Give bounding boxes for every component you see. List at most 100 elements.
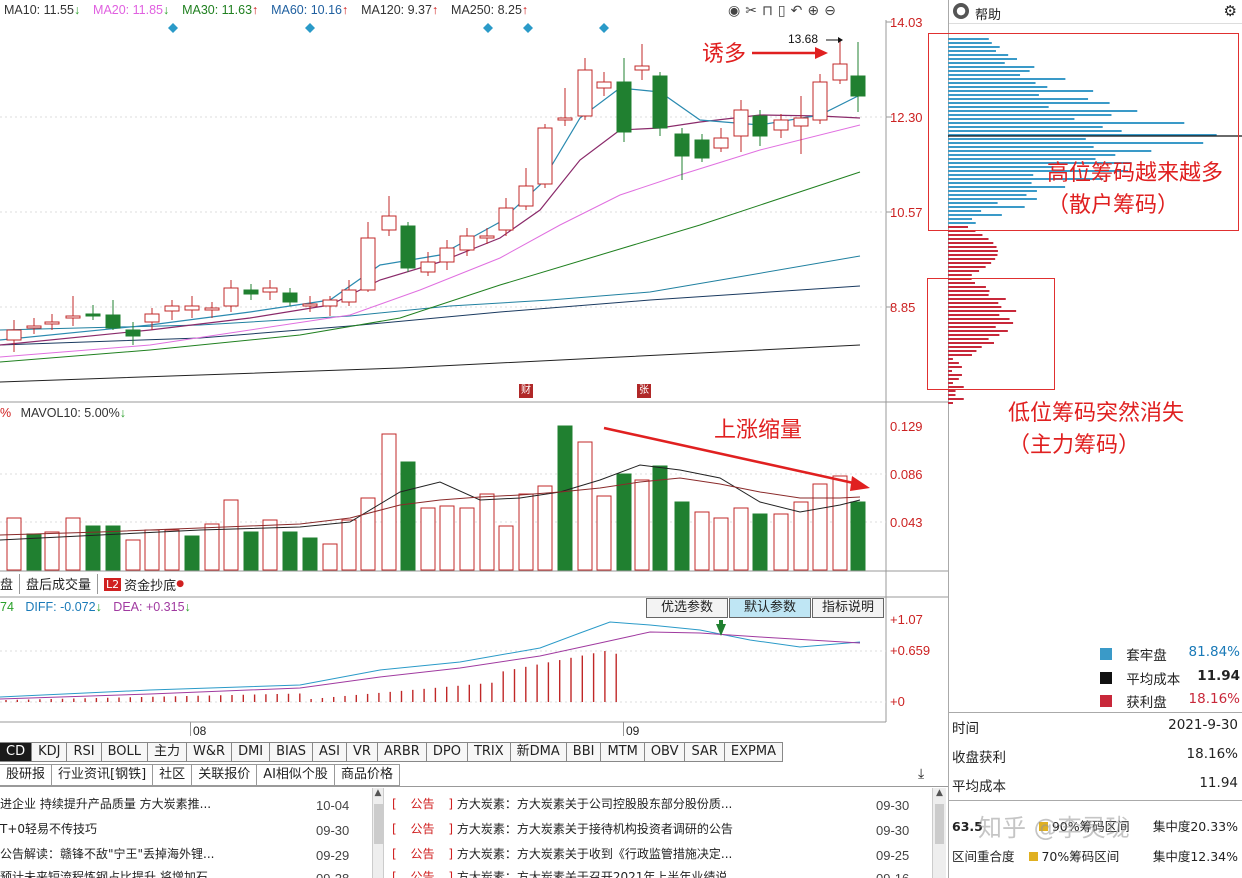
- news-item[interactable]: 进企业 持续提升产品质量 方大炭素推...: [0, 797, 212, 811]
- legend-avg-cost: 平均成本 11.94: [1100, 668, 1240, 688]
- tab-boll[interactable]: BOLL: [101, 742, 149, 762]
- ma-value: MA250: 8.25↑: [451, 3, 529, 17]
- volume-bar: [812, 483, 828, 571]
- volume-bar: [713, 517, 729, 571]
- news-scrollbar[interactable]: ▲: [372, 788, 384, 878]
- annotation-volume-shrink: 上涨缩量: [714, 418, 803, 443]
- finance-marker[interactable]: 财: [519, 384, 533, 398]
- info-chip-range-70: 区间重合度 70%筹码区间 集中度12.34%: [952, 849, 1238, 864]
- tab-community[interactable]: 社区: [153, 764, 193, 786]
- volume-bar: [694, 511, 710, 571]
- tab-wr[interactable]: W&R: [187, 742, 233, 762]
- chip-bar: [948, 374, 962, 376]
- high-price-label: 13.68: [788, 32, 819, 46]
- news-item[interactable]: T+0轻易不传技巧: [0, 822, 98, 836]
- chip-bar: [948, 290, 990, 292]
- tab-related-quotes[interactable]: 关联报价: [192, 764, 258, 786]
- chip-bar: [948, 98, 1089, 100]
- volume-bar: [832, 475, 848, 571]
- chip-bar: [948, 366, 962, 368]
- news-scrollbar-right[interactable]: ▲: [932, 788, 946, 878]
- tab-dmi[interactable]: DMI: [232, 742, 271, 762]
- help-icon[interactable]: ●: [953, 3, 969, 19]
- candle-body: [652, 75, 668, 129]
- chip-bar: [948, 402, 953, 404]
- chip-bar: [948, 114, 1112, 116]
- tab-industry-news[interactable]: 行业资讯[钢铁]: [52, 764, 154, 786]
- default-params-button[interactable]: 默认参数: [729, 598, 811, 618]
- tab-bias[interactable]: BIAS: [270, 742, 314, 762]
- chip-bar: [948, 370, 953, 372]
- announcement-item[interactable]: [ 公告 ] 方大炭素：方大炭素关于召开2021年上半年业绩说...: [392, 870, 739, 878]
- chip-bar: [948, 198, 1037, 200]
- volume-bar: [282, 531, 298, 571]
- sub-tab[interactable]: 盘后成交量: [20, 574, 99, 594]
- chip-bar: [948, 138, 1086, 140]
- gear-icon[interactable]: ⚙: [1223, 2, 1237, 20]
- volume-bar: [262, 519, 278, 571]
- price-axis-label: 14.03: [890, 15, 923, 30]
- tab-arbr[interactable]: ARBR: [377, 742, 427, 762]
- volume-bar: [537, 485, 553, 571]
- download-icon[interactable]: ⤓: [918, 766, 925, 782]
- candle-body: [204, 307, 220, 311]
- rise-marker[interactable]: 张: [637, 384, 651, 398]
- eye-icon[interactable]: ◉: [728, 3, 741, 19]
- chip-bar: [948, 342, 994, 344]
- annotation-low-chips: 低位筹码突然消失（主力筹码）: [1008, 401, 1185, 458]
- candle-body: [713, 137, 729, 149]
- tab-trix[interactable]: TRIX: [467, 742, 511, 762]
- candle-body: [479, 235, 495, 239]
- indicator-help-button[interactable]: 指标说明: [812, 598, 884, 618]
- chip-bar: [948, 294, 989, 296]
- tab-bbi[interactable]: BBI: [566, 742, 602, 762]
- tab-mtm[interactable]: MTM: [601, 742, 645, 762]
- tab-rsi[interactable]: RSI: [67, 742, 102, 762]
- tab-asi[interactable]: ASI: [313, 742, 348, 762]
- tab-research[interactable]: 股研报: [0, 764, 53, 786]
- news-item[interactable]: 预计未来短流程炼钢占比提升 将增加石...: [0, 870, 220, 878]
- tab-sar[interactable]: SAR: [685, 742, 725, 762]
- kline-chart[interactable]: [0, 0, 948, 742]
- save-icon[interactable]: ▯: [777, 3, 786, 19]
- tab-macd[interactable]: CD: [0, 742, 33, 762]
- tab-kdj[interactable]: KDJ: [32, 742, 68, 762]
- tab-new-dma[interactable]: 新DMA: [510, 742, 567, 762]
- chip-bar: [948, 350, 977, 352]
- volume-bar: [400, 461, 416, 571]
- chip-bar: [948, 394, 956, 396]
- tab-commodity[interactable]: 商品价格: [334, 764, 400, 786]
- volume-bar: [302, 537, 318, 571]
- tab-obv[interactable]: OBV: [644, 742, 686, 762]
- candle-body: [577, 69, 593, 117]
- tab-dpo[interactable]: DPO: [426, 742, 468, 762]
- volume-bars: [6, 425, 866, 571]
- optimal-params-button[interactable]: 优选参数: [646, 598, 728, 618]
- tab-ai-similar[interactable]: AI相似个股: [257, 764, 335, 786]
- undo-icon[interactable]: ↶: [790, 3, 803, 19]
- news-date: 09-30: [876, 823, 910, 838]
- news-item[interactable]: 公告解读：赣锋不敌"宁王"丢掉海外锂...: [0, 847, 215, 861]
- sub-tab-capital[interactable]: L2 资金抄底 ●: [98, 574, 190, 594]
- announcement-item[interactable]: [ 公告 ] 方大炭素：方大炭素关于公司控股股东部分股份质...: [392, 797, 733, 811]
- chip-bar: [948, 86, 1048, 88]
- volume-bar: [164, 529, 180, 571]
- chip-bar: [948, 258, 996, 260]
- announcement-item[interactable]: [ 公告 ] 方大炭素：方大炭素关于收到《行政监管措施决定...: [392, 847, 733, 861]
- candle-body: [164, 305, 180, 312]
- scissors-icon[interactable]: ✂: [745, 3, 757, 19]
- chip-bar: [948, 182, 1032, 184]
- lock-icon[interactable]: ⊓: [761, 3, 773, 19]
- volume-bar: [44, 531, 60, 571]
- volume-bar: [360, 497, 376, 571]
- chip-bar: [948, 174, 1034, 176]
- tab-vr[interactable]: VR: [347, 742, 378, 762]
- candle-body: [850, 75, 866, 97]
- zoom-out-icon[interactable]: ⊖: [824, 3, 836, 19]
- zoom-in-icon[interactable]: ⊕: [807, 3, 820, 19]
- announcement-item[interactable]: [ 公告 ] 方大炭素：方大炭素关于接待机构投资者调研的公告: [392, 822, 733, 836]
- sub-tab[interactable]: 盘: [0, 574, 21, 594]
- tab-main-force[interactable]: 主力: [148, 742, 188, 762]
- chip-bar: [948, 154, 1116, 156]
- tab-expma[interactable]: EXPMA: [724, 742, 783, 762]
